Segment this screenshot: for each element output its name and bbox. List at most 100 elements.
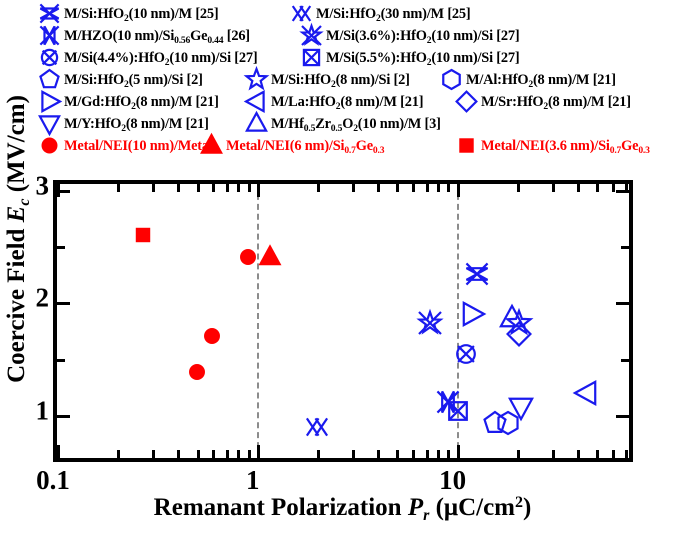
- x-axis-title: Remanant Polarization Pr (μC/cm2): [153, 494, 532, 524]
- legend-label: M/Hf0.5Zr0.5O2(10 nm)/M [3]: [271, 115, 441, 134]
- x-tick-top: [196, 184, 200, 192]
- y-tick-right: [616, 189, 629, 193]
- legend-label: M/Sr:HfO2(8 nm)/M [21]: [481, 93, 631, 112]
- data-point-triangle-down: [507, 396, 534, 422]
- legend-entry[interactable]: M/Al:HfO2(8 nm)/M [21]: [440, 68, 616, 91]
- pentagon-marker-icon: [38, 68, 64, 91]
- legend-entry[interactable]: Metal/NEI(6 nm)/Si0.7Ge0.3: [200, 132, 385, 157]
- legend-entry[interactable]: M/Si:HfO2(8 nm)/Si [2]: [243, 65, 410, 91]
- y-tick-label: 3: [35, 170, 50, 201]
- x-tick-top: [396, 184, 400, 192]
- data-point-diamond: [505, 321, 532, 348]
- filled-square-marker-icon: [455, 135, 481, 157]
- hexagon-marker-icon: [440, 68, 466, 91]
- legend-entry[interactable]: Metal/NEI(3.6 nm)/Si0.7Ge0.3: [455, 135, 650, 157]
- legend-entry[interactable]: M/Hf0.5Zr0.5O2(10 nm)/M [3]: [245, 110, 441, 135]
- y-tick-label: 1: [35, 395, 50, 426]
- legend-row: Metal/NEI(10 nm)/Metal Metal/NEI(6 nm)/Si…: [0, 132, 685, 159]
- legend-entry[interactable]: M/Si:HfO2(10 nm)/M [25]: [38, 3, 219, 25]
- double-cross-marker-icon: [290, 3, 316, 25]
- legend-entry[interactable]: M/Si:HfO2(30 nm)/M [25]: [290, 3, 471, 25]
- circle-cross-marker-icon: [38, 47, 64, 69]
- x-tick: [316, 450, 320, 458]
- y-tick: [57, 415, 70, 419]
- x-tick-top: [152, 184, 156, 192]
- data-point-star: [504, 307, 534, 336]
- legend-label: M/Si:HfO2(8 nm)/Si [2]: [271, 71, 410, 90]
- y-tick-label: 2: [35, 282, 50, 313]
- x-tick-top: [625, 184, 629, 192]
- data-point-filled-circle: [203, 327, 222, 346]
- reference-line-x-10: [456, 184, 459, 458]
- x-tick-top: [177, 184, 181, 192]
- x-tick-top: [551, 184, 555, 192]
- legend-entry[interactable]: M/Gd:HfO2(8 nm)/M [21]: [38, 90, 219, 113]
- x-tick: [596, 450, 600, 458]
- x-tick-label: 0.1: [36, 465, 70, 495]
- y-tick: [57, 246, 65, 250]
- x-tick: [152, 450, 156, 458]
- legend-entry[interactable]: M/Si(3.6%):HfO2(10 nm)/Si [27]: [299, 22, 520, 47]
- data-point-triangle-up: [499, 303, 526, 329]
- legend-entry[interactable]: Metal/NEI(10 nm)/Metal: [38, 135, 213, 157]
- data-point-filled-triangle-up: [258, 244, 282, 267]
- x-tick: [516, 450, 520, 458]
- legend-label: M/Si:HfO2(30 nm)/M [25]: [316, 5, 471, 24]
- x-tick-top: [377, 184, 381, 192]
- data-point-triangle-left: [572, 379, 598, 406]
- plot-area: [53, 180, 633, 462]
- legend-entry[interactable]: M/Si(4.4%):HfO2(10 nm)/Si [27]: [38, 47, 258, 69]
- x-tick-top: [247, 184, 251, 192]
- x-tick: [625, 450, 629, 458]
- y-tick: [57, 302, 70, 306]
- y-tick-right: [621, 246, 629, 250]
- legend-entry[interactable]: M/La:HfO2(8 nm)/M [21]: [243, 90, 424, 113]
- legend-label: M/La:HfO2(8 nm)/M [21]: [271, 93, 424, 112]
- box-cross-marker-icon: [300, 47, 326, 69]
- x-tick-top: [225, 184, 229, 192]
- star-cross-marker-icon: [299, 22, 326, 47]
- x-tick: [237, 450, 241, 458]
- filled-triangle-up-marker-icon: [200, 132, 226, 157]
- x-tick-top: [596, 184, 600, 192]
- legend-label: M/Si(3.6%):HfO2(10 nm)/Si [27]: [326, 27, 520, 46]
- x-tick-top: [212, 184, 216, 192]
- triangle-up-marker-icon: [245, 110, 271, 135]
- x-tick: [612, 450, 616, 458]
- x-tick: [352, 450, 356, 458]
- data-point-filled-square: [134, 225, 153, 244]
- x-tick-label: 1: [246, 465, 260, 495]
- legend-label: M/Si(4.4%):HfO2(10 nm)/Si [27]: [64, 49, 258, 68]
- x-tick: [196, 450, 200, 458]
- x-tick-top: [316, 184, 320, 192]
- plot-clip: [57, 184, 629, 458]
- legend-entry[interactable]: M/Sr:HfO2(8 nm)/M [21]: [455, 90, 631, 113]
- star-marker-icon: [243, 65, 271, 91]
- legend-label: M/Si(5.5%):HfO2(10 nm)/Si [27]: [326, 49, 520, 68]
- legend-entry[interactable]: M/Si(5.5%):HfO2(10 nm)/Si [27]: [300, 47, 520, 69]
- diamond-marker-icon: [455, 90, 481, 113]
- data-point-circle-cross: [455, 343, 477, 365]
- legend-label: M/Gd:HfO2(8 nm)/M [21]: [64, 93, 219, 112]
- triangle-left-marker-icon: [243, 90, 271, 113]
- x-tick: [377, 450, 381, 458]
- legend-row: M/Si:HfO2(10 nm)/M [25] M/Si:HfO2(30 nm)/…: [0, 3, 685, 27]
- y-tick-right: [616, 415, 629, 419]
- x-tick-top: [437, 184, 441, 192]
- x-tick: [412, 450, 416, 458]
- x-tick: [425, 450, 429, 458]
- x-tick-top: [576, 184, 580, 192]
- legend-entry[interactable]: M/HZO(10 nm)/Si0.56Ge0.44 [26]: [38, 25, 250, 47]
- chart-legend: M/Si:HfO2(10 nm)/M [25] M/Si:HfO2(30 nm)/…: [0, 0, 685, 175]
- legend-row: M/Gd:HfO2(8 nm)/M [21] M/La:HfO2(8 nm)/M …: [0, 90, 685, 115]
- y-tick-right: [621, 358, 629, 362]
- y-tick: [57, 358, 65, 362]
- legend-entry[interactable]: M/Y:HfO2(8 nm)/M [21]: [38, 113, 209, 137]
- x-tick-top: [117, 184, 121, 192]
- legend-label: M/Si:HfO2(5 nm)/Si [2]: [64, 71, 203, 90]
- legend-entry[interactable]: M/Si:HfO2(5 nm)/Si [2]: [38, 68, 203, 91]
- data-point-box-cross: [447, 400, 469, 422]
- y-tick: [57, 189, 70, 193]
- data-point-triangle-right: [461, 300, 487, 327]
- x-tick-top: [612, 184, 616, 192]
